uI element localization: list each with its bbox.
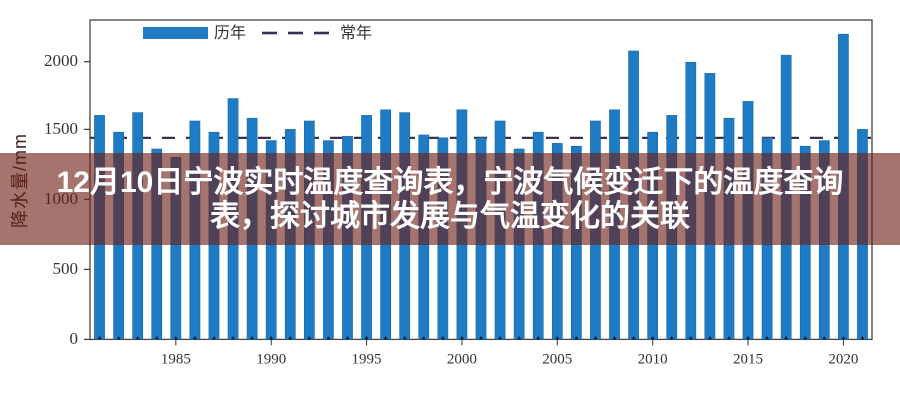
- svg-text:1995: 1995: [352, 351, 382, 367]
- svg-text:0: 0: [70, 329, 79, 348]
- svg-text:2020: 2020: [828, 351, 858, 367]
- svg-text:2000: 2000: [44, 51, 78, 70]
- svg-text:2005: 2005: [542, 351, 572, 367]
- svg-text:1990: 1990: [256, 351, 286, 367]
- svg-text:1985: 1985: [161, 351, 191, 367]
- svg-text:历年: 历年: [214, 24, 246, 42]
- svg-text:常年: 常年: [340, 24, 372, 42]
- svg-text:2010: 2010: [638, 351, 668, 367]
- svg-text:500: 500: [53, 259, 79, 278]
- svg-text:2015: 2015: [733, 351, 763, 367]
- svg-text:1500: 1500: [44, 119, 78, 138]
- svg-text:2000: 2000: [447, 351, 477, 367]
